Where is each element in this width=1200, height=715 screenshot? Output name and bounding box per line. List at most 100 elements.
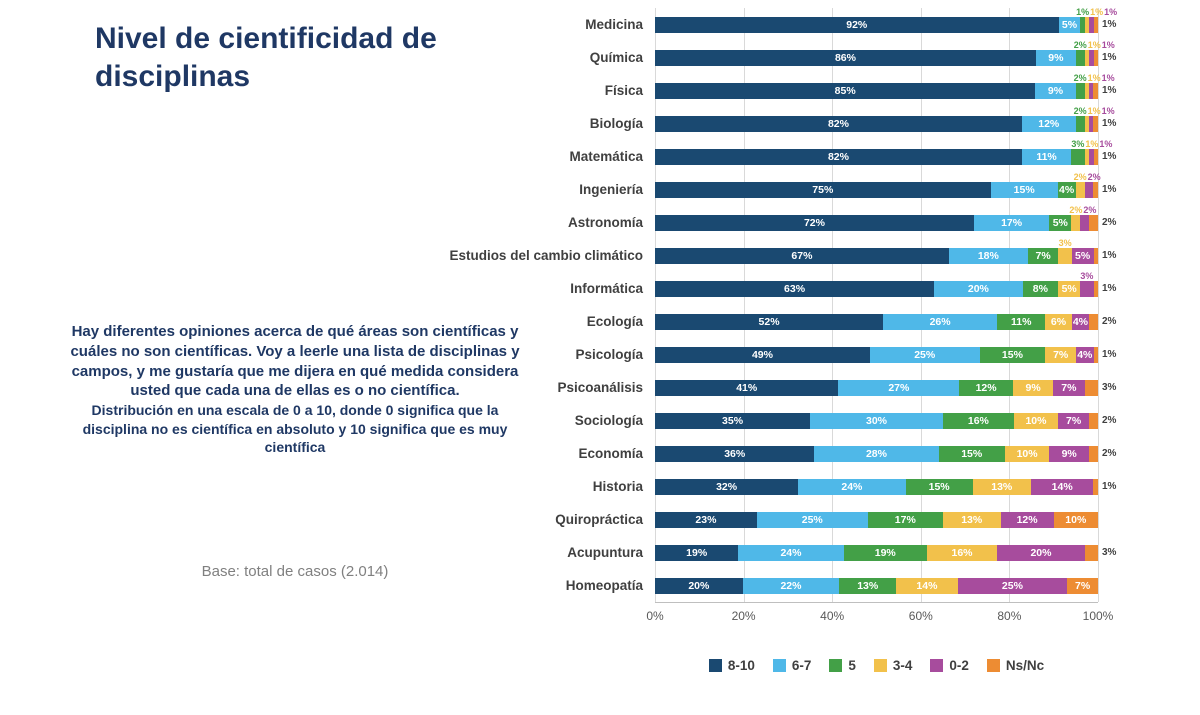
segment-value-outside: 2% (1102, 316, 1117, 327)
segment-value: 49% (751, 349, 773, 361)
segment-value-outside: 2% (1102, 415, 1117, 426)
bars-area: 1% 49% 25% 15% 7% 4% (655, 338, 1116, 371)
bar-segment: 18% (948, 248, 1028, 264)
segment-value: 75% (812, 184, 834, 196)
segment-value-above: 1% (1104, 7, 1118, 17)
segment-value: 14% (916, 580, 938, 592)
segment-value-above: 3% (1071, 139, 1085, 149)
bar-segment (1084, 116, 1090, 132)
segment-value: 4% (1072, 316, 1089, 328)
bar-segment: 14% (1030, 479, 1094, 495)
bar-segment: 63% (655, 281, 935, 297)
bar-segment: 12% (959, 380, 1013, 396)
stacked-bar: 20% 22% 13% 14% 25% 7% (655, 578, 1098, 594)
segment-value: 20% (688, 580, 710, 592)
segment-value-outside: 1% (1102, 184, 1117, 195)
segment-value: 41% (736, 382, 758, 394)
bar-segment (1080, 281, 1094, 297)
category-label: Informática (570, 281, 643, 296)
category-label: Acupuntura (567, 545, 643, 560)
legend-swatch (772, 659, 786, 672)
segment-value: 12% (1038, 118, 1060, 130)
segment-value-outside: 2% (1102, 448, 1117, 459)
bar-segment: 52% (655, 314, 884, 330)
category-label: Sociología (574, 413, 643, 428)
base-note: Base: total de casos (2.014) (201, 563, 389, 580)
segment-value: 22% (780, 580, 802, 592)
bar-segment (1058, 248, 1072, 264)
chart-row: Psicología 1% 49% 25% 15% 7% 4% (310, 338, 1190, 371)
bars-area: 1% 1% 1% 1% 92% 5% (655, 7, 1117, 41)
legend-item: 0-2 (930, 658, 969, 673)
segment-value: 15% (1013, 184, 1035, 196)
bar-segment (1093, 479, 1098, 495)
x-tick-label: 0% (646, 609, 664, 623)
bar-segment: 5% (1058, 281, 1081, 297)
bar-segment: 35% (655, 413, 811, 429)
legend-swatch (930, 659, 944, 672)
segment-value: 6% (1050, 316, 1067, 328)
segment-value: 16% (951, 547, 973, 559)
segment-value: 26% (929, 316, 951, 328)
gridline (743, 8, 745, 602)
legend-item: Ns/Nc (986, 658, 1044, 673)
bar-segment (1071, 215, 1081, 231)
segment-value: 25% (801, 514, 823, 526)
bar-segment (1089, 50, 1094, 66)
plot-rows: Medicina 1% 1% 1% 1% 92% 5% Química 2% 1% 1% 1% 86% 9… (310, 7, 1190, 602)
segment-value-outside: 1% (1102, 283, 1117, 294)
segment-value: 7% (1053, 349, 1069, 361)
survey-question: Hay diferentes opiniones acerca de qué á… (70, 322, 520, 457)
bar-segment (1080, 17, 1085, 33)
legend-item: 6-7 (772, 658, 811, 673)
segment-value: 13% (991, 481, 1013, 493)
bars-area: 3% 1% 1% 1% 82% 11% (655, 139, 1116, 173)
bars-area: 2% 35% 30% 16% 10% 7% (655, 404, 1116, 437)
bar-segment (1089, 215, 1098, 231)
bar-segment: 41% (655, 380, 839, 396)
bar-segment: 72% (655, 215, 974, 231)
segment-value: 27% (888, 382, 910, 394)
stacked-bar: 36% 28% 15% 10% 9% (655, 446, 1098, 462)
bar-segment (1075, 50, 1085, 66)
segment-value: 72% (803, 217, 825, 229)
segment-value-above: 2% (1083, 205, 1097, 215)
category-label: Quiropráctica (555, 512, 643, 527)
bar-segment: 15% (938, 446, 1005, 462)
legend-item: 5 (829, 658, 856, 673)
segment-value: 32% (716, 481, 738, 493)
bar-segment (1093, 281, 1098, 297)
segment-value: 23% (695, 514, 717, 526)
segment-value-outside: 1% (1102, 52, 1117, 63)
legend-swatch (708, 659, 722, 672)
page-title: Nivel de cientificidad de disciplinas (95, 22, 437, 93)
bars-area: 2% 2% 2% 72% 17% 5% (655, 205, 1116, 239)
bar-segment: 86% (655, 50, 1036, 66)
x-tick-label: 100% (1082, 609, 1114, 623)
gridline (655, 8, 656, 602)
segment-value: 25% (914, 349, 936, 361)
bar-segment: 7% (1053, 380, 1085, 396)
segment-value-above: 2% (1073, 73, 1087, 83)
segment-value: 13% (857, 580, 879, 592)
chart-row: Química 2% 1% 1% 1% 86% 9% (310, 40, 1190, 74)
bar-segment: 32% (655, 479, 799, 495)
bars-area: 20% 22% 13% 14% 25% 7% (655, 569, 1098, 602)
bar-segment: 49% (655, 347, 870, 363)
segment-value-above: 1% (1101, 106, 1115, 116)
stacked-bar: 82% 11% (655, 149, 1098, 165)
segment-value: 20% (1030, 547, 1052, 559)
bar-segment (1084, 50, 1090, 66)
bar-segment: 12% (1021, 116, 1076, 132)
segment-value: 4% (1059, 184, 1075, 196)
x-tick-label: 20% (731, 609, 756, 623)
bar-segment: 10% (1013, 413, 1059, 429)
segment-value: 86% (834, 52, 856, 64)
bar-segment: 5% (1071, 248, 1094, 264)
segment-value: 15% (1001, 349, 1023, 361)
scale-note: Distribución en una escala de 0 a 10, do… (82, 402, 508, 456)
stacked-bar: 49% 25% 15% 7% 4% (655, 347, 1098, 363)
bar-segment (1093, 248, 1098, 264)
bar-segment: 4% (1071, 314, 1090, 330)
legend-label: 5 (848, 658, 856, 673)
